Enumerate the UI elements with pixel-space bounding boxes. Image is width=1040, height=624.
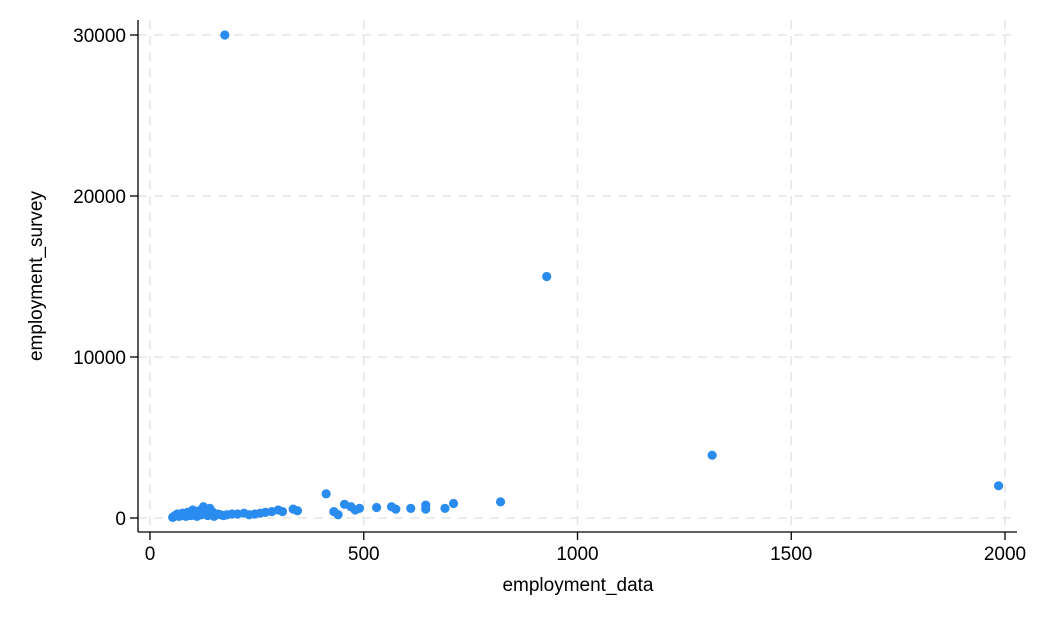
y-axis-title: employment_survey xyxy=(26,190,47,361)
data-point xyxy=(386,502,397,512)
x-tick-label: 0 xyxy=(145,544,156,565)
data-point xyxy=(321,489,331,499)
x-tick-label: 1000 xyxy=(556,544,598,565)
data-point xyxy=(168,512,178,522)
data-point xyxy=(288,504,298,514)
data-point xyxy=(421,504,431,514)
data-point xyxy=(542,271,552,282)
data-point xyxy=(495,497,506,507)
data-point xyxy=(220,30,230,40)
data-point xyxy=(339,499,350,509)
data-point xyxy=(329,506,339,517)
grid-lines xyxy=(138,20,1017,532)
y-tick-label: 0 xyxy=(115,509,126,530)
data-points xyxy=(168,30,1004,522)
data-point xyxy=(707,450,717,460)
x-tick-label: 2000 xyxy=(984,544,1026,565)
data-point xyxy=(993,481,1004,491)
data-point xyxy=(448,498,459,509)
data-point xyxy=(371,502,382,513)
y-tick-label: 20000 xyxy=(73,187,126,208)
data-point xyxy=(406,503,416,513)
y-tick-label: 10000 xyxy=(73,348,126,369)
data-point xyxy=(440,503,450,513)
x-tick-label: 500 xyxy=(348,544,380,565)
x-tick-label: 1500 xyxy=(770,544,812,565)
y-tick-label: 30000 xyxy=(73,26,126,47)
x-axis-title: employment_data xyxy=(502,575,653,596)
